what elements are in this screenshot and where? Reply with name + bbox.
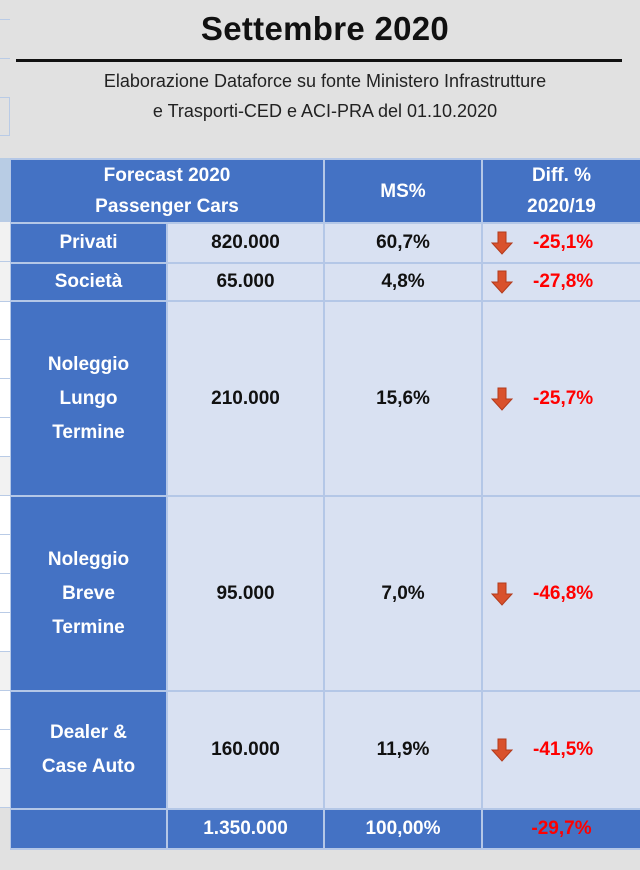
strip-cell: [0, 769, 10, 808]
row-ms: 4,8%: [325, 264, 481, 300]
row-label-dealer-case-auto: Dealer & Case Auto: [11, 692, 166, 808]
row-label-line: Breve: [62, 582, 115, 604]
row-diff: -25,1%: [483, 224, 640, 262]
strip-cell: [0, 158, 10, 222]
strip-cell: [0, 0, 10, 20]
row-label-line: Termine: [52, 421, 125, 443]
row-diff-value: -25,7%: [533, 387, 594, 409]
arrow-down-icon: [491, 270, 513, 294]
row-diff-value: -27,8%: [533, 271, 594, 292]
row-diff: -46,8%: [483, 497, 640, 690]
strip-cell: [0, 730, 10, 769]
row-volume: 65.000: [168, 264, 323, 300]
strip-cell: [0, 691, 10, 730]
strip-cell: [0, 262, 10, 302]
strip-cell: [0, 613, 10, 652]
title-underline: [16, 59, 622, 62]
row-label-line: Noleggio: [47, 353, 130, 375]
arrow-down-icon: [491, 738, 513, 762]
row-diff-value: -41,5%: [533, 739, 594, 760]
row-label-line: Dealer &: [49, 722, 128, 743]
column-header-segment: Forecast 2020 Passenger Cars: [11, 160, 323, 222]
row-label-noleggio-breve-termine: Noleggio Breve Termine: [11, 497, 166, 690]
row-label-line: Case Auto: [41, 756, 136, 777]
column-header-diff-line1: Diff. %: [531, 165, 592, 186]
total-diff: -29,7%: [483, 810, 640, 848]
strip-cell: [0, 222, 10, 262]
row-volume: 820.000: [168, 224, 323, 262]
source-note: Elaborazione Dataforce su fonte Minister…: [10, 66, 640, 126]
total-label: [11, 810, 166, 848]
spreadsheet-left-strip: [0, 0, 10, 850]
column-header-ms: MS%: [325, 160, 481, 222]
arrow-down-icon: [491, 387, 513, 411]
strip-cell: [0, 574, 10, 613]
source-note-line2: e Trasporti-CED e ACI-PRA del 01.10.2020: [152, 101, 498, 121]
column-header-diff: Diff. % 2020/19: [483, 160, 640, 222]
row-ms: 11,9%: [325, 692, 481, 808]
arrow-down-icon: [491, 582, 513, 606]
row-diff: -27,8%: [483, 264, 640, 300]
row-diff: -41,5%: [483, 692, 640, 808]
page-title: Settembre 2020: [200, 10, 450, 47]
column-header-segment-line1: Forecast 2020: [103, 165, 231, 186]
strip-cell: [0, 379, 10, 418]
row-label-line: Noleggio: [47, 548, 130, 570]
row-volume: 160.000: [168, 692, 323, 808]
row-volume: 95.000: [168, 497, 323, 690]
strip-cell: [0, 59, 10, 98]
row-diff-value: -25,1%: [533, 232, 594, 253]
row-label-societa: Società: [11, 264, 166, 300]
strip-cell: [0, 340, 10, 379]
row-label-noleggio-lungo-termine: Noleggio Lungo Termine: [11, 302, 166, 495]
strip-cell: [0, 418, 10, 457]
row-ms: 7,0%: [325, 497, 481, 690]
row-diff: -25,7%: [483, 302, 640, 495]
arrow-down-icon: [491, 231, 513, 255]
source-note-line1: Elaborazione Dataforce su fonte Minister…: [103, 71, 547, 91]
total-ms: 100,00%: [325, 810, 481, 848]
row-label-line: Termine: [52, 616, 125, 638]
row-label-privati: Privati: [11, 224, 166, 262]
strip-cell: [0, 302, 10, 340]
row-volume: 210.000: [168, 302, 323, 495]
strip-cell: [0, 496, 10, 535]
column-header-diff-line2: 2020/19: [527, 196, 596, 217]
forecast-table: Forecast 2020 Passenger Cars MS% Diff. %…: [10, 158, 640, 850]
strip-cell: [0, 98, 10, 136]
strip-cell: [0, 20, 10, 59]
row-diff-value: -46,8%: [533, 582, 594, 604]
column-header-segment-line2: Passenger Cars: [95, 196, 239, 217]
strip-cell: [0, 535, 10, 574]
strip-cell: [0, 652, 10, 691]
row-label-line: Lungo: [59, 387, 118, 409]
strip-cell: [0, 457, 10, 496]
total-volume: 1.350.000: [168, 810, 323, 848]
row-ms: 15,6%: [325, 302, 481, 495]
row-ms: 60,7%: [325, 224, 481, 262]
